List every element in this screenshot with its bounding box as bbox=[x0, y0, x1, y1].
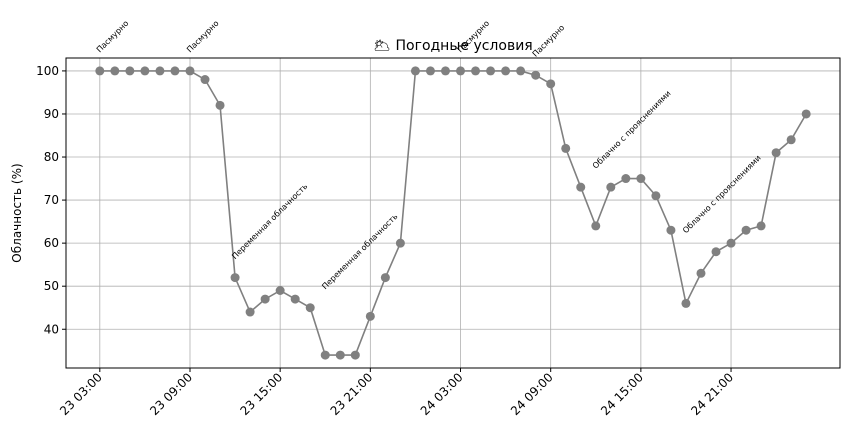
y-tick-label: 60 bbox=[44, 236, 59, 250]
data-point bbox=[410, 66, 420, 76]
data-point bbox=[531, 70, 541, 80]
data-point bbox=[125, 66, 135, 76]
data-point bbox=[365, 311, 375, 321]
data-point bbox=[666, 225, 676, 235]
data-point bbox=[170, 66, 180, 76]
data-point bbox=[335, 350, 345, 360]
x-tick-label: 24 21:00 bbox=[688, 370, 736, 418]
data-point bbox=[185, 66, 195, 76]
data-point bbox=[741, 225, 751, 235]
y-tick-label: 50 bbox=[44, 279, 59, 293]
y-axis-label: Облачность (%) bbox=[10, 163, 24, 262]
annotation-label: Пасмурно bbox=[531, 23, 567, 59]
data-point bbox=[155, 66, 165, 76]
data-point bbox=[696, 268, 706, 278]
data-point bbox=[440, 66, 450, 76]
data-point bbox=[726, 238, 736, 248]
x-axis: 23 03:00 23 09:00 23 15:00 23 21:00 24 03:00… bbox=[57, 368, 736, 418]
annotation-label: Облачно с прояснениями bbox=[591, 89, 673, 171]
data-point bbox=[275, 286, 285, 295]
annotation-label: Облачно с прояснениями bbox=[681, 153, 763, 235]
data-point bbox=[786, 135, 796, 145]
x-tick-label: 23 15:00 bbox=[237, 370, 285, 418]
data-point bbox=[305, 303, 315, 313]
data-point bbox=[561, 143, 571, 153]
x-tick-label: 23 09:00 bbox=[147, 370, 195, 418]
y-tick-label: 90 bbox=[44, 107, 59, 121]
data-point bbox=[110, 66, 120, 76]
data-point bbox=[591, 221, 601, 231]
data-point bbox=[501, 66, 511, 76]
data-point bbox=[456, 66, 466, 76]
data-point bbox=[230, 273, 240, 283]
data-point bbox=[486, 66, 496, 76]
data-point bbox=[260, 294, 270, 304]
data-point bbox=[140, 66, 150, 76]
x-tick-label: 23 03:00 bbox=[57, 370, 105, 418]
data-point bbox=[771, 148, 781, 158]
data-point bbox=[215, 100, 225, 110]
x-tick-label: 24 09:00 bbox=[508, 370, 556, 418]
data-point bbox=[516, 66, 526, 76]
annotation-label: Пасмурно bbox=[95, 19, 131, 55]
grid bbox=[66, 58, 840, 368]
data-point bbox=[380, 273, 390, 283]
data-point bbox=[621, 174, 631, 184]
data-point bbox=[801, 109, 811, 119]
data-point bbox=[290, 294, 300, 304]
annotation-label: Переменная облачность bbox=[230, 182, 309, 261]
x-tick-label: 23 21:00 bbox=[328, 370, 376, 418]
data-point bbox=[320, 350, 330, 360]
series-line bbox=[99, 70, 807, 356]
data-point bbox=[200, 75, 210, 85]
data-point bbox=[636, 174, 646, 184]
data-point bbox=[95, 66, 105, 76]
data-point bbox=[546, 79, 556, 89]
data-point bbox=[425, 66, 435, 76]
data-point bbox=[756, 221, 766, 231]
data-point bbox=[576, 182, 586, 192]
data-point bbox=[651, 191, 661, 201]
y-tick-label: 70 bbox=[44, 193, 59, 207]
chart-title: 🌥 Погодные условия bbox=[373, 38, 532, 54]
annotation-label: Пасмурно bbox=[185, 19, 221, 55]
data-point bbox=[606, 182, 616, 192]
y-axis: 40 50 60 70 80 90 100 bbox=[36, 64, 66, 336]
data-point bbox=[711, 247, 721, 257]
data-point bbox=[681, 298, 691, 308]
data-point bbox=[395, 238, 405, 248]
y-tick-label: 100 bbox=[36, 64, 59, 78]
x-tick-label: 24 03:00 bbox=[418, 370, 466, 418]
y-tick-label: 80 bbox=[44, 150, 59, 164]
data-point bbox=[471, 66, 481, 76]
data-point bbox=[350, 350, 360, 360]
cloudiness-series bbox=[95, 66, 811, 360]
x-tick-label: 24 15:00 bbox=[598, 370, 646, 418]
y-tick-label: 40 bbox=[44, 322, 59, 336]
data-point bbox=[245, 307, 255, 317]
plot-frame bbox=[65, 57, 841, 369]
